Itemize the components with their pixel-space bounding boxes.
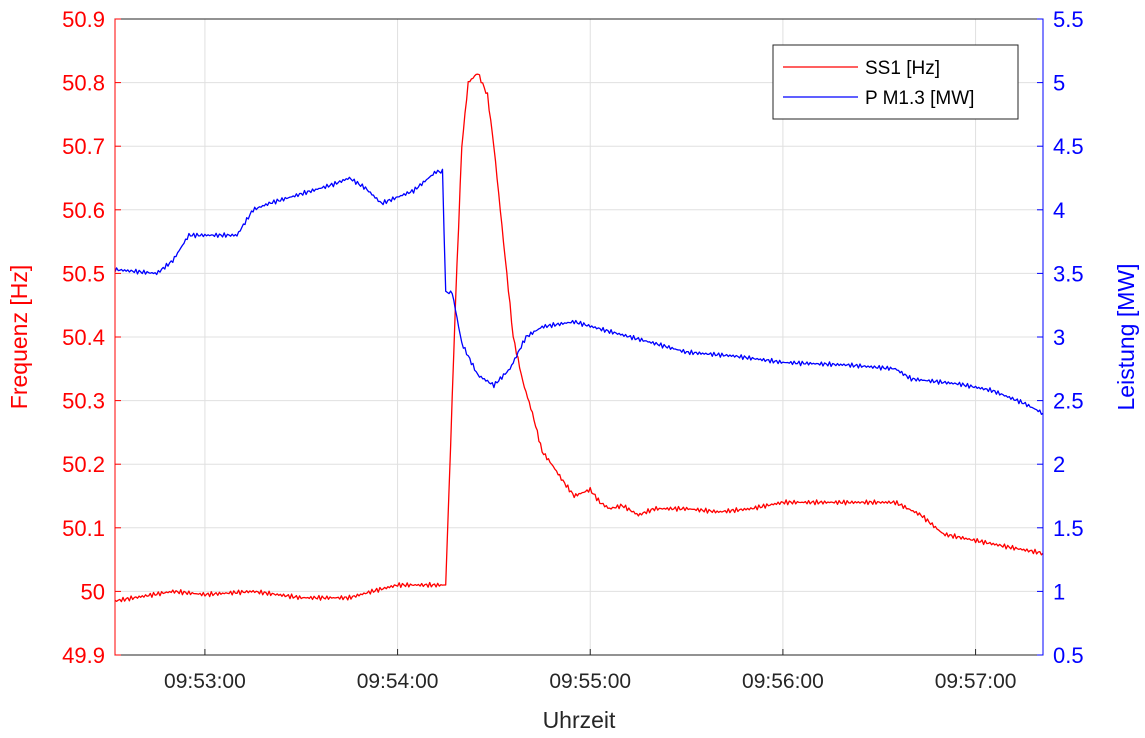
legend: SS1 [Hz] P M1.3 [MW] (772, 44, 1019, 120)
right-tick-label: 1.5 (1053, 516, 1084, 541)
series-line-1 (115, 168, 1043, 415)
left-tick-label: 50.9 (62, 7, 105, 32)
x-tick-label: 09:54:00 (357, 670, 439, 693)
right-axis: 0.5 1 1.5 2 2.5 3 3.5 4 4.5 5 5.5 (1037, 7, 1084, 668)
right-tick-label: 3 (1053, 325, 1065, 350)
left-tick-label: 50.5 (62, 261, 105, 286)
right-tick-label: 1 (1053, 579, 1065, 604)
right-tick-label: 3.5 (1053, 261, 1084, 286)
x-axis: 09:53:00 09:54:00 09:55:00 09:56:00 09:57:00 (164, 649, 1016, 693)
right-tick-label: 5 (1053, 71, 1065, 96)
left-axis-title: Frequenz [Hz] (6, 265, 32, 409)
right-tick-label: 2.5 (1053, 389, 1084, 414)
left-tick-label: 50.6 (62, 198, 105, 223)
right-tick-label: 2 (1053, 452, 1065, 477)
right-axis-title: Leistung [MW] (1113, 264, 1139, 411)
x-tick-label: 09:55:00 (549, 670, 631, 693)
series-layer (115, 73, 1043, 603)
right-tick-label: 4.5 (1053, 134, 1084, 159)
left-axis: 49.9 50 50.1 50.2 50.3 50.4 50.5 50.6 50.7 50.8 50… (62, 7, 121, 668)
x-axis-title: Uhrzeit (543, 707, 616, 733)
left-tick-label: 49.9 (62, 643, 105, 668)
x-tick-label: 09:57:00 (935, 670, 1017, 693)
left-tick-label: 50.2 (62, 452, 105, 477)
left-tick-label: 50.3 (62, 389, 105, 414)
left-tick-label: 50 (81, 579, 105, 604)
series-line-0 (115, 73, 1043, 603)
legend-label-0: SS1 [Hz] (865, 58, 940, 79)
right-tick-label: 5.5 (1053, 7, 1084, 32)
legend-box (772, 44, 1019, 120)
legend-label-1: P M1.3 [MW] (865, 88, 974, 109)
x-tick-label: 09:53:00 (164, 670, 246, 693)
left-tick-label: 50.1 (62, 516, 105, 541)
left-tick-label: 50.7 (62, 134, 105, 159)
left-tick-label: 50.4 (62, 325, 105, 350)
grid (115, 19, 1043, 655)
x-tick-label: 09:56:00 (742, 670, 824, 693)
right-tick-label: 0.5 (1053, 643, 1084, 668)
left-tick-label: 50.8 (62, 71, 105, 96)
right-tick-label: 4 (1053, 198, 1065, 223)
